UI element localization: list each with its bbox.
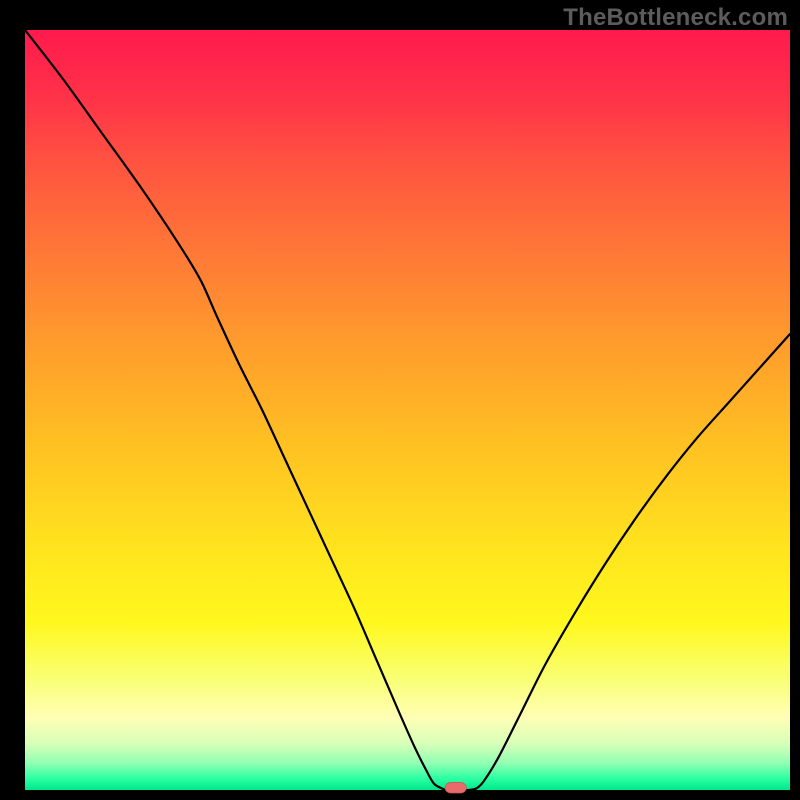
watermark-text: TheBottleneck.com bbox=[563, 4, 788, 32]
chart-stage: TheBottleneck.com bbox=[0, 0, 800, 800]
plot-background-gradient bbox=[25, 30, 790, 790]
optimum-marker bbox=[445, 782, 466, 793]
bottleneck-curve-plot bbox=[0, 0, 800, 800]
